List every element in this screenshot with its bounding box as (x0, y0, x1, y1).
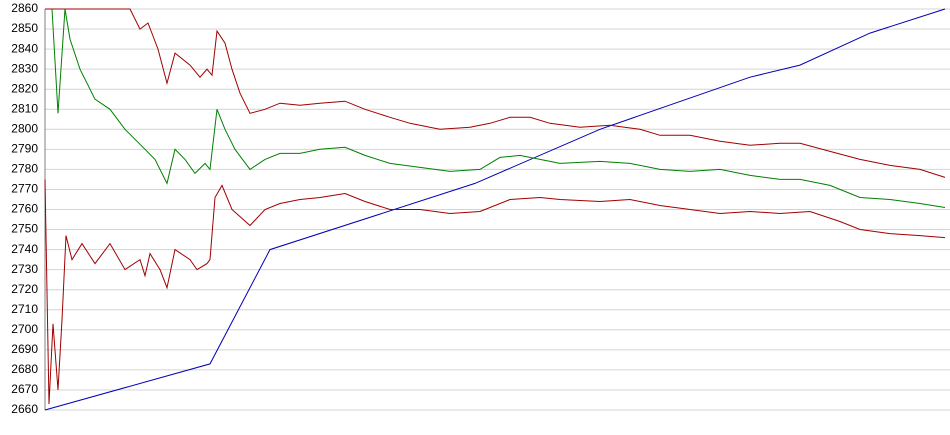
y-tick-label: 2750 (11, 222, 38, 236)
y-tick-label: 2740 (11, 242, 38, 256)
line-series (44, 8, 946, 411)
y-tick-label: 2810 (11, 101, 38, 115)
y-tick-label: 2830 (11, 61, 38, 75)
line-series (51, 8, 946, 208)
y-tick-label: 2760 (11, 202, 38, 216)
y-tick-label: 2840 (11, 41, 38, 55)
y-tick-label: 2820 (11, 81, 38, 95)
y-tick-label: 2710 (11, 302, 38, 316)
y-tick-label: 2850 (11, 21, 38, 35)
y-tick-label: 2860 (11, 1, 38, 15)
y-tick-label: 2680 (11, 362, 38, 376)
y-tick-label: 2800 (11, 121, 38, 135)
line-series (44, 179, 946, 405)
y-tick-label: 2670 (11, 382, 38, 396)
y-tick-label: 2700 (11, 322, 38, 336)
line-series (45, 8, 946, 178)
y-tick-label: 2730 (11, 262, 38, 276)
y-tick-label: 2690 (11, 342, 38, 356)
y-tick-label: 2770 (11, 182, 38, 196)
y-tick-label: 2790 (11, 142, 38, 156)
y-tick-label: 2660 (11, 402, 38, 416)
y-tick-label: 2780 (11, 162, 38, 176)
y-tick-label: 2720 (11, 282, 38, 296)
